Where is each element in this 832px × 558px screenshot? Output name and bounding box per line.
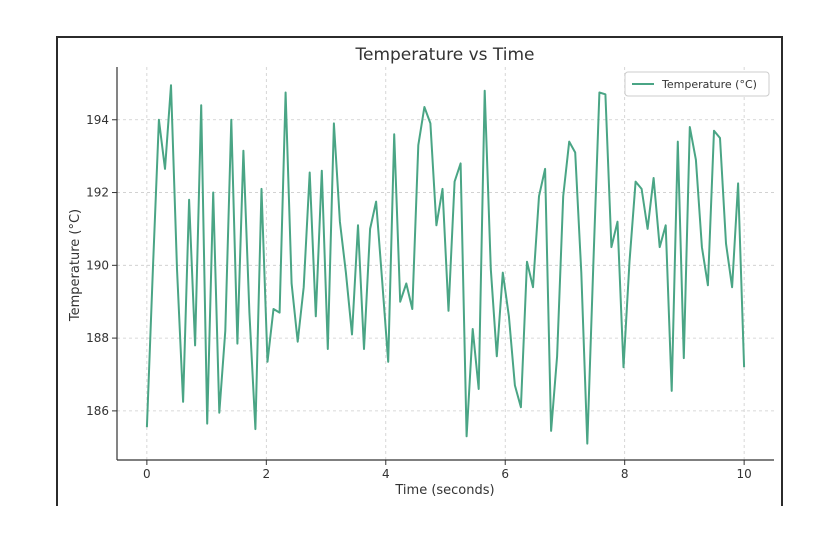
x-tick-label: 10 bbox=[736, 467, 751, 481]
y-tick-label: 194 bbox=[86, 113, 109, 127]
x-tick-label: 6 bbox=[501, 467, 509, 481]
legend-label: Temperature (°C) bbox=[661, 78, 757, 91]
legend: Temperature (°C) bbox=[624, 71, 770, 97]
axes bbox=[116, 67, 774, 461]
x-tick-label: 8 bbox=[621, 467, 629, 481]
temperature-series-line bbox=[145, 84, 746, 445]
figure-frame bbox=[56, 36, 783, 506]
tick-labels: 0 2 4 6 8 10 186 188 190 192 194 bbox=[86, 113, 752, 481]
x-tick-label: 4 bbox=[382, 467, 390, 481]
y-axis-label: Temperature (°C) bbox=[68, 209, 83, 322]
x-tick-label: 0 bbox=[143, 467, 151, 481]
y-tick-label: 192 bbox=[86, 186, 109, 200]
x-axis-label: Time (seconds) bbox=[394, 483, 494, 498]
y-tick-label: 188 bbox=[86, 331, 109, 345]
y-tick-label: 190 bbox=[86, 258, 109, 272]
legend-box bbox=[624, 71, 770, 97]
x-tick-label: 2 bbox=[262, 467, 270, 481]
y-tick-label: 186 bbox=[86, 404, 109, 418]
chart-title: Temperature vs Time bbox=[354, 45, 534, 65]
